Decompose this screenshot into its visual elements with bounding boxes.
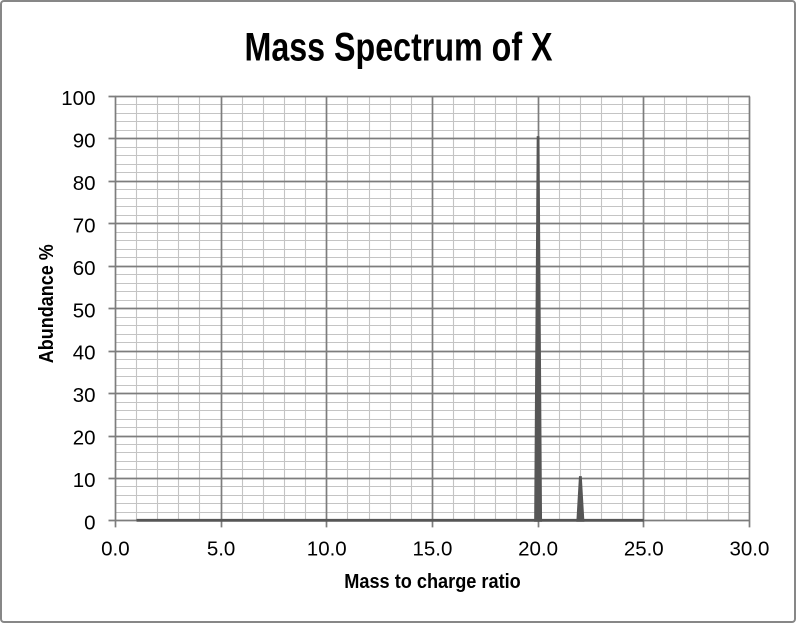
svg-text:50: 50 [73,299,96,322]
svg-text:15.0: 15.0 [412,538,452,561]
svg-text:60: 60 [73,257,96,280]
svg-text:10: 10 [73,469,96,492]
svg-text:90: 90 [73,130,96,153]
svg-text:10.0: 10.0 [307,538,347,561]
svg-text:20: 20 [73,427,96,450]
svg-text:70: 70 [73,214,96,237]
svg-text:5.0: 5.0 [207,538,236,561]
svg-text:25.0: 25.0 [624,538,664,561]
svg-text:Abundance %: Abundance % [36,244,58,363]
svg-text:Mass to charge ratio: Mass to charge ratio [344,571,521,593]
svg-text:0.0: 0.0 [101,538,130,561]
svg-text:30.0: 30.0 [729,538,769,561]
svg-text:30: 30 [73,384,96,407]
svg-text:40: 40 [73,342,96,365]
svg-text:0: 0 [84,512,95,535]
svg-text:Mass Spectrum of X: Mass Spectrum of X [245,25,553,69]
svg-text:100: 100 [61,87,95,110]
svg-text:80: 80 [73,172,96,195]
svg-text:20.0: 20.0 [518,538,558,561]
